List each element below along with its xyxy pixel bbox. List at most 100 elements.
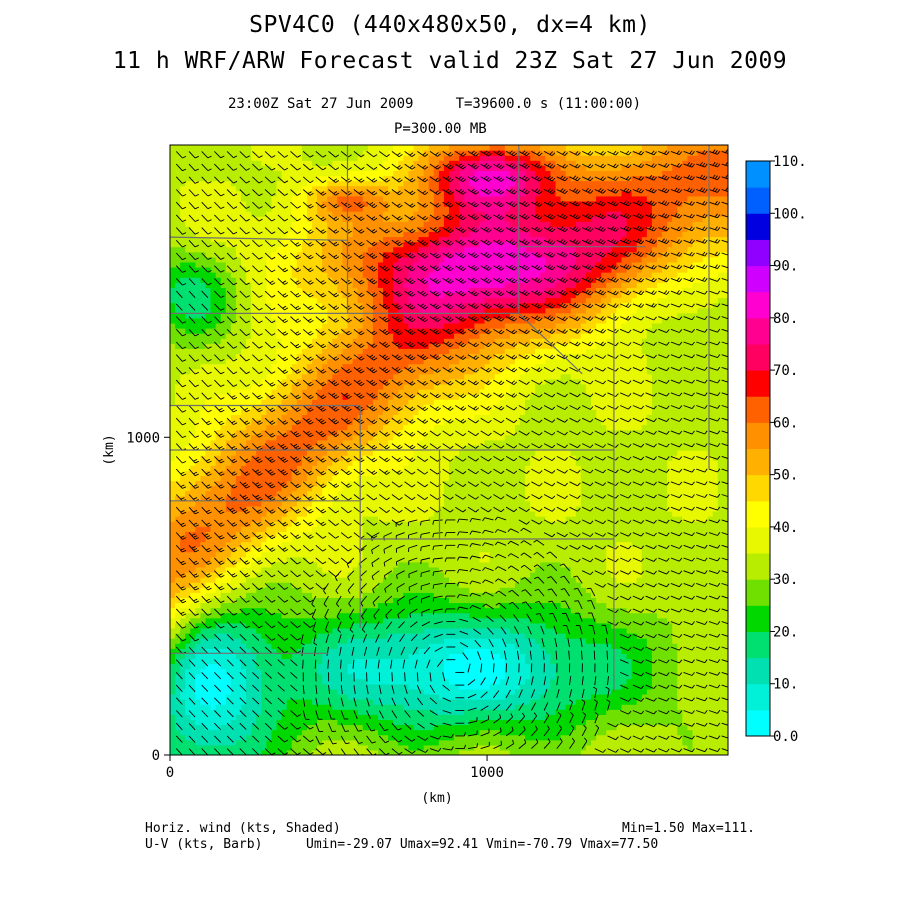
heatmap-cell <box>195 277 202 283</box>
heatmap-cell <box>215 719 222 726</box>
heatmap-cell <box>220 211 227 217</box>
heatmap-cell <box>301 282 308 288</box>
heatmap-cell <box>332 287 338 294</box>
heatmap-cell <box>271 495 278 502</box>
heatmap-cell <box>185 561 191 568</box>
heatmap-cell <box>185 185 191 192</box>
heatmap-cell <box>322 231 328 238</box>
heatmap-cell <box>357 709 364 715</box>
heatmap-cell <box>322 739 328 746</box>
heatmap-cell <box>235 566 242 573</box>
heatmap-cell <box>301 307 308 314</box>
wind-speed-shading <box>170 145 728 755</box>
heatmap-cell <box>291 246 298 253</box>
heatmap-cell <box>317 566 323 573</box>
heatmap-cell <box>195 434 202 441</box>
heatmap-cell <box>271 429 278 436</box>
heatmap-cell <box>281 348 288 355</box>
heatmap-cell <box>342 383 349 390</box>
heatmap-cell <box>230 211 237 217</box>
heatmap-cell <box>276 261 283 268</box>
heatmap-cell <box>322 450 328 456</box>
heatmap-cell <box>185 699 191 705</box>
heatmap-cell <box>337 297 344 304</box>
heatmap-cell <box>347 648 354 654</box>
heatmap-cell <box>332 424 338 431</box>
heatmap-cell <box>210 394 217 400</box>
heatmap-cell <box>180 653 186 660</box>
heatmap-cell <box>195 602 202 609</box>
heatmap-cell <box>225 358 232 365</box>
heatmap-cell <box>306 678 313 685</box>
heatmap-cell <box>312 744 318 751</box>
heatmap-cell <box>251 190 257 197</box>
heatmap-cell <box>230 673 237 680</box>
heatmap-cell <box>215 455 222 461</box>
heatmap-cell <box>286 373 293 380</box>
heatmap-cell <box>225 231 232 238</box>
heatmap-cell <box>246 602 252 609</box>
heatmap-cell <box>327 414 333 421</box>
heatmap-cell <box>317 200 323 207</box>
heatmap-cell <box>215 531 222 538</box>
heatmap-cell <box>261 195 267 202</box>
heatmap-cell <box>190 399 196 405</box>
heatmap-cell <box>210 582 217 588</box>
heatmap-cell <box>291 399 298 405</box>
heatmap-cell <box>291 150 298 156</box>
heatmap-cell <box>230 373 237 380</box>
heatmap-cell <box>296 338 303 344</box>
heatmap-cell <box>246 246 252 253</box>
heatmap-cell <box>286 333 293 339</box>
heatmap-cell <box>337 627 344 634</box>
heatmap-cell <box>256 749 262 755</box>
heatmap-cell <box>175 282 181 288</box>
heatmap-cell <box>276 185 283 192</box>
heatmap-cell <box>215 226 222 233</box>
heatmap-cell <box>327 729 333 736</box>
heatmap-cell <box>200 668 207 675</box>
heatmap-cell <box>281 480 288 487</box>
heatmap-cell <box>352 256 359 263</box>
heatmap-cell <box>367 246 374 253</box>
heatmap-cell <box>256 485 262 492</box>
heatmap-cell <box>291 541 298 548</box>
heatmap-cell <box>185 394 191 400</box>
heatmap-cell <box>286 582 293 588</box>
heatmap-cell <box>256 312 262 319</box>
heatmap-cell <box>170 465 176 471</box>
heatmap-cell <box>185 465 191 471</box>
heatmap-cell <box>332 150 338 156</box>
heatmap-cell <box>190 714 196 721</box>
heatmap-cell <box>266 485 273 492</box>
heatmap-cell <box>352 419 359 426</box>
heatmap-cell <box>185 719 191 726</box>
heatmap-cell <box>312 653 318 660</box>
heatmap-cell <box>246 495 252 502</box>
heatmap-cell <box>301 185 308 192</box>
heatmap-cell <box>246 470 252 477</box>
heatmap-cell <box>312 617 318 624</box>
heatmap-cell <box>342 714 349 721</box>
heatmap-cell <box>286 160 293 166</box>
heatmap-cell <box>306 577 313 583</box>
heatmap-cell <box>190 221 196 227</box>
heatmap-cell <box>271 363 278 370</box>
heatmap-cell <box>281 404 288 410</box>
heatmap-cell <box>235 638 242 644</box>
heatmap-cell <box>180 505 186 512</box>
heatmap-cell <box>175 297 181 304</box>
heatmap-cell <box>271 668 278 675</box>
heatmap-cell <box>347 200 354 207</box>
heatmap-cell <box>215 638 222 644</box>
heatmap-cell <box>190 434 196 441</box>
heatmap-cell <box>266 246 273 253</box>
heatmap-cell <box>337 195 344 202</box>
heatmap-cell <box>332 729 338 736</box>
heatmap-cell <box>347 302 354 309</box>
heatmap-cell <box>296 607 303 614</box>
heatmap-cell <box>220 343 227 349</box>
heatmap-cell <box>235 485 242 492</box>
heatmap-cell <box>180 582 186 588</box>
heatmap-cell <box>342 236 349 243</box>
